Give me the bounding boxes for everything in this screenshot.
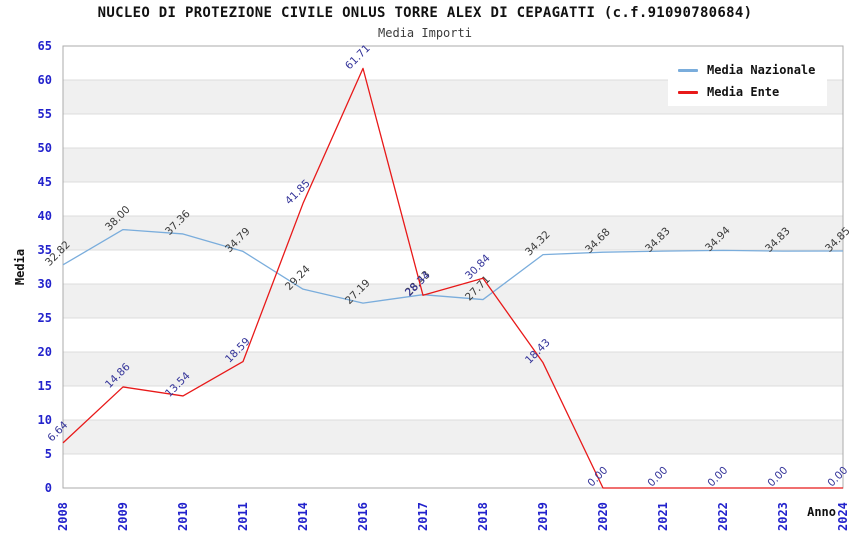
svg-text:61.71: 61.71 [343, 42, 373, 72]
svg-text:2021: 2021 [656, 502, 670, 531]
svg-text:65: 65 [38, 39, 52, 53]
legend-item-media-nazionale: Media Nazionale [678, 63, 815, 77]
chart-subtitle: Media Importi [378, 26, 472, 40]
svg-text:2014: 2014 [296, 502, 310, 531]
legend-swatch-media-ente [678, 90, 698, 94]
svg-text:25: 25 [38, 311, 52, 325]
x-axis-title: Anno [807, 505, 836, 519]
svg-text:2019: 2019 [536, 502, 550, 531]
svg-text:2024: 2024 [836, 502, 850, 531]
y-axis-title: Media [13, 249, 27, 285]
svg-text:2010: 2010 [176, 502, 190, 531]
svg-text:2016: 2016 [356, 502, 370, 531]
svg-text:2020: 2020 [596, 502, 610, 531]
svg-text:0.00: 0.00 [825, 464, 850, 489]
svg-text:0.00: 0.00 [645, 464, 670, 489]
y-axis-ticks: 0 5 10 15 20 25 30 35 40 45 50 55 60 65 [38, 39, 52, 495]
svg-text:0.00: 0.00 [585, 464, 610, 489]
svg-text:20: 20 [38, 345, 52, 359]
legend-label-media-nazionale: Media Nazionale [707, 63, 816, 77]
plot-border [62, 45, 844, 489]
svg-text:2018: 2018 [476, 502, 490, 531]
chart-legend: Media Nazionale Media Ente [668, 56, 828, 106]
series-line-media-nazionale [62, 228, 844, 304]
svg-text:2017: 2017 [416, 502, 430, 531]
svg-text:5: 5 [45, 447, 52, 461]
grid-lines [63, 79, 843, 455]
svg-text:15: 15 [38, 379, 52, 393]
svg-text:0.00: 0.00 [705, 464, 730, 489]
svg-text:35: 35 [38, 243, 52, 257]
svg-text:10: 10 [38, 413, 52, 427]
svg-text:50: 50 [38, 141, 52, 155]
legend-label-media-ente: Media Ente [707, 85, 780, 99]
plot-bands [63, 80, 843, 454]
svg-text:60: 60 [38, 73, 52, 87]
svg-text:40: 40 [38, 209, 52, 223]
svg-text:30.84: 30.84 [463, 252, 493, 282]
svg-text:2023: 2023 [776, 502, 790, 531]
svg-text:30: 30 [38, 277, 52, 291]
svg-text:0: 0 [45, 481, 52, 495]
svg-text:45: 45 [38, 175, 52, 189]
chart-title: NUCLEO DI PROTEZIONE CIVILE ONLUS TORRE … [97, 5, 753, 21]
series-line-media-ente [62, 67, 843, 489]
svg-text:2011: 2011 [236, 502, 250, 531]
svg-text:2009: 2009 [116, 502, 130, 531]
svg-text:2022: 2022 [716, 502, 730, 531]
legend-swatch-media-nazionale [678, 68, 698, 72]
svg-text:55: 55 [38, 107, 52, 121]
legend-item-media-ente: Media Ente [678, 85, 815, 99]
svg-text:0.00: 0.00 [765, 464, 790, 489]
x-axis-ticks: 2008 2009 2010 2011 2014 2016 2017 2018 2019 2020… [56, 502, 850, 531]
svg-text:2008: 2008 [56, 502, 70, 531]
